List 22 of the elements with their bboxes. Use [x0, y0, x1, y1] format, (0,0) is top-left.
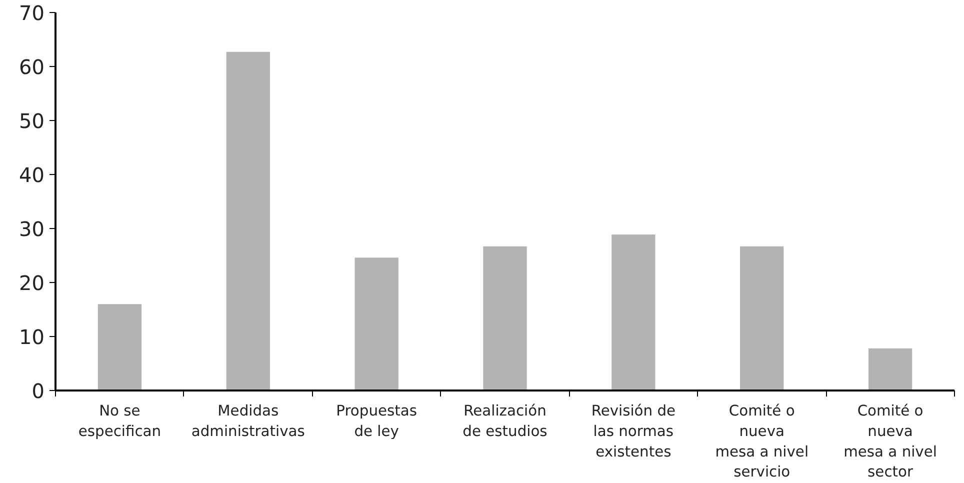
bar: [740, 246, 784, 390]
x-tick-label: Medidas administrativas: [191, 402, 305, 440]
x-tick-label: No se especifican: [78, 402, 162, 440]
y-tick-label: 60: [19, 55, 45, 79]
bar: [483, 246, 527, 390]
x-tick-label: Comité o nueva mesa a nivel servicio: [715, 402, 809, 481]
x-tick-label: Revisión de las normas existentes: [591, 402, 676, 460]
bar: [98, 304, 142, 390]
y-tick-label: 20: [19, 271, 45, 295]
x-tick-label: Comité o nueva mesa a nivel sector: [844, 402, 937, 481]
bar: [868, 348, 912, 390]
y-tick-label: 70: [19, 1, 45, 25]
bar: [354, 258, 398, 390]
x-tick-label: Realización de estudios: [462, 402, 548, 440]
y-tick-label: 50: [19, 109, 45, 133]
bar: [226, 52, 270, 390]
y-tick-label: 30: [19, 217, 45, 241]
y-tick-label: 0: [32, 379, 45, 403]
x-tick-label: Propuestas de ley: [336, 402, 418, 440]
y-tick-label: 10: [19, 325, 45, 349]
bar: [612, 234, 656, 390]
y-tick-label: 40: [19, 163, 45, 187]
